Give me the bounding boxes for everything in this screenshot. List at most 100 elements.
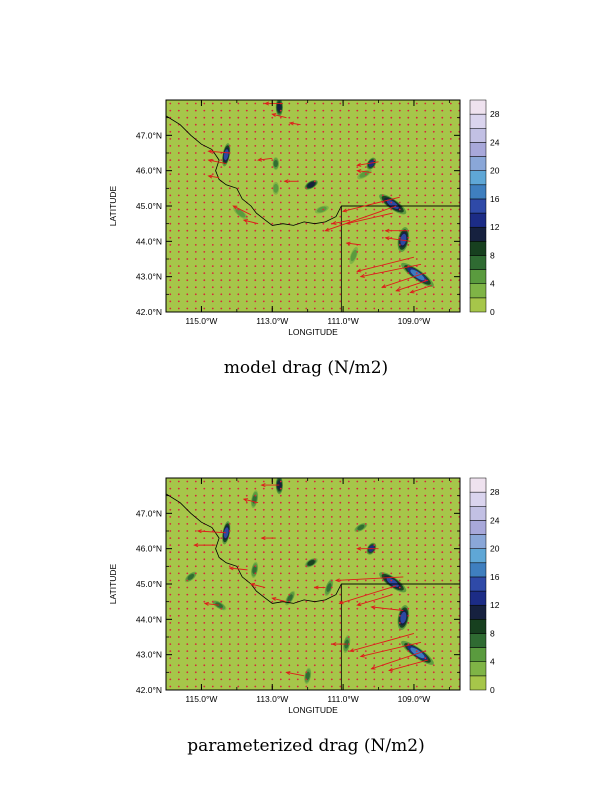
- colorbar-bin-15: [469, 477, 487, 493]
- colorbar-bin-14: [469, 113, 487, 129]
- drag-feature-7-level-4: [410, 269, 425, 281]
- drag-vector-4: [264, 101, 283, 106]
- drag-feature-8-level-4: [410, 647, 425, 659]
- drag-vector-23: [345, 241, 361, 246]
- state-border-idaho-montana: [166, 115, 460, 226]
- colorbar-bin-2: [469, 661, 487, 677]
- drag-feature-4-level-4: [368, 160, 375, 167]
- colorbar-bin-11: [469, 534, 487, 549]
- drag-feature-9-level-4: [273, 184, 278, 192]
- drag-vector-3: [207, 174, 220, 179]
- drag-vector-13: [341, 196, 400, 213]
- colorbar-label-8: 28: [490, 109, 500, 119]
- colorbar-bin-5: [469, 619, 487, 634]
- drag-feature-6-level-4: [386, 577, 399, 587]
- drag-vector-14: [324, 205, 397, 232]
- panel-1-caption: model drag (N/m2): [223, 358, 389, 378]
- drag-vector-20: [313, 585, 326, 590]
- drag-feature-12-level-4: [326, 583, 332, 592]
- drag-feature-10-level-4: [236, 209, 245, 217]
- colorbar-bin-14: [469, 491, 487, 507]
- drag-vector-19: [285, 671, 305, 677]
- y-tick-label-6: 47.0°N: [136, 508, 162, 518]
- drag-vector-16: [370, 650, 425, 670]
- colorbar-bin-13: [469, 128, 487, 143]
- colorbar-label-1: 0: [490, 307, 495, 317]
- drag-vector-2: [193, 543, 216, 548]
- colorbar-bin-8: [469, 198, 487, 214]
- colorbar-bin-12: [469, 520, 487, 535]
- x-tick-label-2: 113.0°W: [256, 694, 288, 704]
- colorbar-bin-3: [469, 647, 487, 662]
- chart-panel-2: 115.0°W 113.0°W 111.0°W 109.0°W 42.0°N 43.0°N…: [108, 477, 500, 715]
- drag-feature-16-level-4: [357, 524, 365, 531]
- y-tick-label-2: 43.0°N: [136, 272, 162, 282]
- y-tick-label-2: 43.0°N: [136, 650, 162, 660]
- colorbar-label-1: 0: [490, 685, 495, 695]
- drag-vector-5: [260, 536, 276, 541]
- drag-vector-18: [331, 642, 347, 647]
- colorbar-bin-13: [469, 506, 487, 521]
- drag-feature-15-level-4: [305, 671, 310, 681]
- colorbar-bin-11: [469, 156, 487, 171]
- x-tick-label-3: 111.0°W: [327, 694, 358, 704]
- colorbar-label-4: 12: [490, 600, 500, 610]
- drag-field: [166, 478, 460, 690]
- drag-vector-21: [395, 279, 429, 292]
- drag-vector-12: [356, 594, 393, 607]
- colorbar-label-6: 20: [490, 166, 500, 176]
- drag-vectors: [207, 101, 432, 294]
- colorbar-bin-1: [469, 297, 487, 313]
- drag-vector-8: [283, 179, 298, 184]
- y-axis-label: LATITUDE: [108, 185, 118, 226]
- drag-vector-6: [228, 566, 248, 571]
- drag-feature-11-level-4: [360, 171, 369, 178]
- drag-vector-16: [384, 228, 407, 233]
- drag-vector-18: [356, 256, 415, 273]
- drag-vector-21: [203, 601, 220, 606]
- y-tick-label-5: 46.0°N: [136, 166, 162, 176]
- colorbar-label-2: 4: [490, 657, 495, 667]
- colorbar-bin-12: [469, 142, 487, 157]
- drag-feature-9-level-4: [252, 565, 257, 575]
- x-tick-label-4: 109.0°W: [398, 694, 431, 704]
- drag-vector-1: [207, 149, 230, 154]
- state-border-idaho-montana: [166, 493, 460, 604]
- drag-feature-3-level-4: [307, 182, 315, 188]
- drag-vector-24: [331, 219, 351, 225]
- y-tick-label-4: 45.0°N: [136, 579, 162, 589]
- y-tick-label-1: 42.0°N: [136, 685, 162, 695]
- colorbar-label-7: 24: [490, 515, 500, 525]
- x-tick-label-4: 109.0°W: [398, 316, 431, 326]
- drag-vector-5: [271, 113, 287, 119]
- x-tick-label-1: 115.0°W: [185, 694, 217, 704]
- x-tick-label-3: 111.0°W: [327, 316, 358, 326]
- x-axis-label: LONGITUDE: [288, 705, 338, 715]
- colorbar-bin-7: [469, 212, 487, 228]
- drag-vectors: [193, 483, 429, 677]
- drag-vector-9: [356, 546, 379, 551]
- drag-vector-14: [349, 633, 415, 653]
- colorbar-bin-4: [469, 633, 487, 648]
- drag-vector-1: [196, 529, 227, 534]
- drag-feature-12-level-4: [351, 251, 357, 260]
- colorbar: 0 4 8 12 16 20 24 28: [469, 477, 500, 695]
- drag-feature-10-level-4: [287, 594, 293, 602]
- drag-vector-19: [359, 263, 422, 278]
- drag-feature-8-level-4: [273, 159, 278, 168]
- y-tick-label-5: 46.0°N: [136, 544, 162, 554]
- x-tick-label-1: 115.0°W: [185, 316, 217, 326]
- colorbar-bin-1: [469, 675, 487, 691]
- colorbar-bin-10: [469, 170, 487, 186]
- drag-vector-6: [288, 121, 301, 126]
- panel-2-caption: parameterized drag (N/m2): [187, 736, 425, 756]
- drag-vector-8: [271, 597, 287, 603]
- drag-vector-17: [384, 236, 411, 242]
- drag-feature-1-level-4: [223, 149, 229, 161]
- colorbar-label-4: 12: [490, 222, 500, 232]
- drag-vector-10: [242, 219, 259, 225]
- colorbar-bin-6: [469, 604, 487, 620]
- colorbar-bin-8: [469, 576, 487, 592]
- x-tick-label-2: 113.0°W: [256, 316, 288, 326]
